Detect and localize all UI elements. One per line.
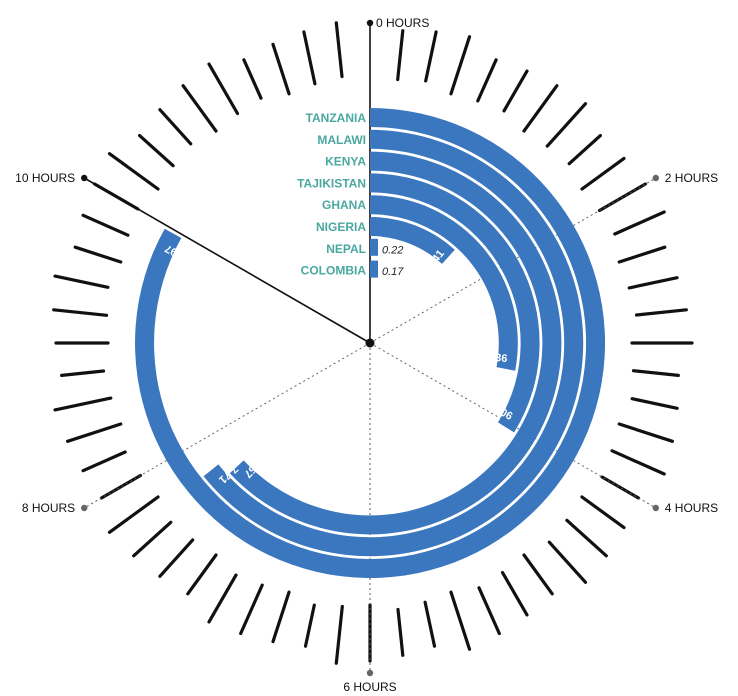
brush-stroke bbox=[630, 397, 679, 410]
brush-stroke bbox=[449, 35, 472, 96]
axis-label-10-hours: 10 HOURS bbox=[15, 171, 75, 185]
country-label-malawi: MALAWI bbox=[317, 133, 366, 147]
brush-stroke bbox=[613, 210, 666, 236]
axis-label-0-hours: 0 HOURS bbox=[376, 16, 429, 30]
brush-stroke bbox=[500, 570, 529, 617]
bar-ghana bbox=[370, 195, 518, 371]
country-label-tanzania: TANZANIA bbox=[306, 111, 367, 125]
bar-tajikistan bbox=[370, 173, 540, 433]
brush-stroke bbox=[449, 590, 472, 651]
ray-end-dot bbox=[366, 19, 374, 27]
brush-stroke bbox=[522, 84, 559, 133]
brush-stroke bbox=[565, 518, 608, 558]
brush-stroke bbox=[107, 495, 160, 534]
ray-8-hours bbox=[83, 342, 371, 509]
brush-stroke bbox=[132, 520, 173, 558]
country-label-kenya: KENYA bbox=[325, 155, 366, 169]
brush-stroke bbox=[52, 308, 109, 317]
bar-kenya bbox=[229, 151, 562, 535]
bar-colombia bbox=[370, 260, 378, 278]
value-label-ghana: 3.36 bbox=[485, 351, 508, 365]
brush-stroke bbox=[81, 450, 127, 473]
brush-stroke bbox=[53, 274, 110, 289]
brush-stroke bbox=[303, 603, 316, 648]
brush-stroke bbox=[502, 69, 529, 113]
value-label-colombia: 0.17 bbox=[382, 266, 404, 278]
brush-stroke bbox=[476, 58, 498, 103]
brush-stroke bbox=[181, 84, 218, 133]
bar-nepal bbox=[370, 238, 378, 256]
ray-end-dot bbox=[81, 174, 88, 182]
brush-strokes bbox=[52, 21, 694, 665]
brush-stroke bbox=[631, 369, 680, 377]
axis-label-8-hours: 8 HOURS bbox=[22, 501, 75, 515]
brush-stroke bbox=[617, 245, 667, 264]
brush-stroke bbox=[423, 600, 437, 648]
ray-end-dot bbox=[366, 669, 374, 677]
brush-stroke bbox=[207, 573, 238, 624]
brush-stroke bbox=[580, 495, 626, 530]
brush-stroke bbox=[239, 583, 264, 636]
brush-stroke bbox=[522, 553, 554, 596]
brush-stroke bbox=[617, 422, 675, 443]
value-label-nepal: 0.22 bbox=[382, 244, 403, 256]
brush-stroke bbox=[271, 590, 291, 644]
country-label-nigeria: NIGERIA bbox=[316, 220, 366, 234]
ray-end-dot bbox=[81, 504, 88, 512]
center-dot bbox=[365, 338, 375, 348]
brush-stroke bbox=[567, 134, 603, 166]
brush-stroke bbox=[396, 607, 405, 657]
country-label-nepal: NEPAL bbox=[326, 242, 366, 256]
labels-group: 0 HOURS 2 HOURS 4 HOURS 6 HOURS 8 HOURS 10 HO… bbox=[15, 16, 718, 694]
brush-stroke bbox=[65, 422, 123, 443]
bars-group bbox=[135, 108, 606, 578]
brush-stroke bbox=[73, 245, 123, 264]
axis-label-4-hours: 4 HOURS bbox=[665, 501, 718, 515]
axis-label-2-hours: 2 HOURS bbox=[665, 171, 718, 185]
brush-stroke bbox=[158, 538, 195, 578]
country-label-ghana: GHANA bbox=[322, 198, 366, 212]
bar-nigeria bbox=[370, 217, 455, 264]
ray-end-dot bbox=[652, 504, 659, 512]
brush-stroke bbox=[207, 62, 240, 116]
brush-stroke bbox=[242, 58, 263, 100]
brush-stroke bbox=[107, 152, 160, 191]
country-label-tajikistan: TAJIKISTAN bbox=[297, 176, 366, 190]
ray-end-dot bbox=[652, 174, 659, 182]
brush-stroke bbox=[334, 604, 344, 665]
brush-stroke bbox=[186, 553, 218, 596]
brush-stroke bbox=[424, 30, 438, 83]
axis-label-6-hours: 6 HOURS bbox=[343, 680, 396, 694]
brush-stroke bbox=[580, 156, 626, 191]
brush-stroke bbox=[547, 540, 588, 584]
brush-stroke bbox=[158, 108, 193, 146]
brush-stroke bbox=[600, 475, 641, 500]
brush-stroke bbox=[99, 473, 143, 500]
brush-stroke bbox=[627, 276, 679, 290]
brush-stroke bbox=[610, 449, 666, 476]
country-label-colombia: COLOMBIA bbox=[301, 264, 367, 278]
brush-stroke bbox=[53, 396, 113, 412]
ray-10-hours bbox=[83, 177, 371, 344]
brush-stroke bbox=[302, 30, 317, 86]
brush-stroke bbox=[271, 42, 291, 96]
brush-stroke bbox=[334, 21, 344, 79]
brush-stroke bbox=[545, 102, 588, 148]
brush-stroke bbox=[81, 213, 130, 237]
brush-stroke bbox=[477, 586, 501, 636]
brush-stroke bbox=[634, 308, 688, 317]
brush-stroke bbox=[138, 134, 175, 168]
brush-stroke bbox=[396, 29, 405, 82]
brush-stroke bbox=[60, 369, 106, 377]
